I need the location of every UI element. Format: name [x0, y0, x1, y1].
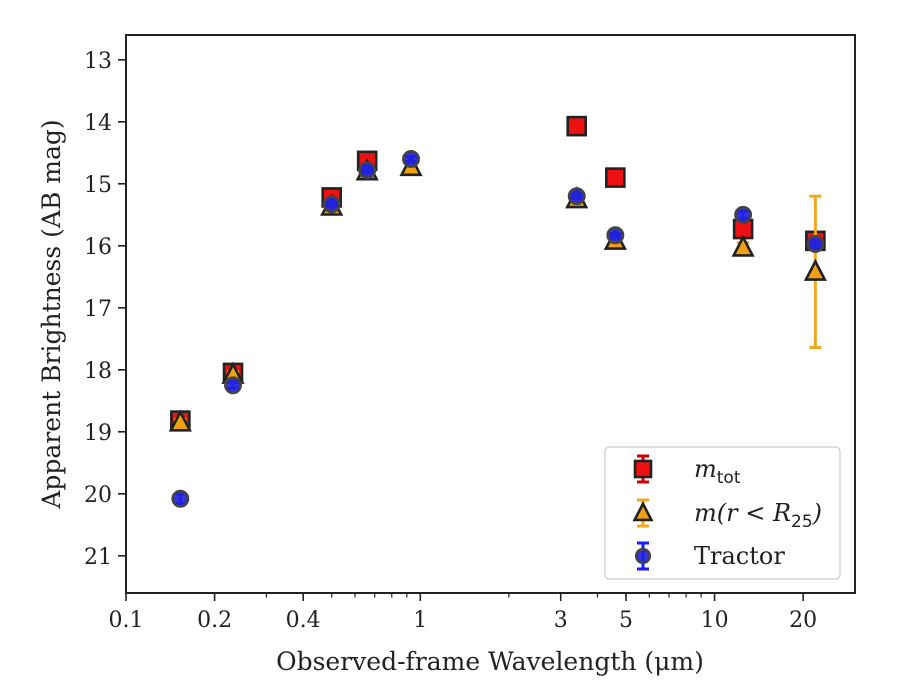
x-tick-label: 3 — [554, 608, 568, 633]
legend-label: Tractor — [694, 542, 785, 570]
data-point-triangle — [803, 258, 827, 281]
legend: mtot m(r < R25) Tractor — [604, 446, 841, 580]
series-circle — [171, 150, 825, 508]
data-point-circle — [402, 150, 420, 168]
y-tick-label: 18 — [84, 359, 112, 384]
x-tick-label: 0.2 — [197, 608, 232, 633]
legend-label: m(r < R25) — [694, 499, 822, 532]
data-point-circle — [322, 195, 341, 214]
x-axis-label: Observed-frame Wavelength (μm) — [276, 647, 704, 676]
x-tick-label: 0.4 — [286, 608, 321, 633]
x-tick-label: 1 — [413, 608, 427, 633]
legend-label: mtot — [694, 455, 741, 488]
data-point-circle — [171, 489, 190, 508]
data-point-triangle — [168, 409, 192, 432]
x-tick-label: 0.1 — [109, 608, 144, 633]
y-tick-label: 16 — [84, 235, 112, 260]
y-tick-label: 14 — [84, 111, 112, 136]
legend-marker-circle — [634, 547, 652, 565]
data-point-circle — [734, 205, 753, 224]
data-point-circle — [606, 226, 625, 245]
data-point-square — [566, 115, 588, 137]
series-triangle — [168, 153, 827, 432]
data-point-square — [605, 167, 626, 188]
data-series — [168, 115, 827, 508]
series-square — [170, 115, 826, 431]
data-point-circle — [358, 161, 377, 180]
legend-marker-triangle — [632, 500, 654, 522]
y-tick-label: 19 — [84, 421, 112, 446]
x-tick-label: 10 — [701, 608, 729, 633]
data-point-circle — [567, 187, 586, 206]
y-tick-label: 20 — [84, 483, 112, 508]
legend-box — [604, 446, 841, 580]
x-tick-label: 5 — [619, 608, 633, 633]
plot-area-frame — [125, 34, 856, 594]
y-axis-label: Apparent Brightness (AB mag) — [37, 119, 66, 509]
data-point-circle — [224, 376, 242, 395]
y-tick-label: 21 — [84, 545, 112, 570]
y-tick-label: 15 — [84, 173, 112, 198]
legend-marker-square — [633, 459, 653, 479]
y-tick-label: 13 — [84, 49, 112, 74]
x-tick-label: 20 — [789, 608, 817, 633]
y-tick-label: 17 — [84, 297, 112, 322]
data-point-circle — [806, 234, 825, 253]
data-point-triangle — [731, 234, 755, 257]
